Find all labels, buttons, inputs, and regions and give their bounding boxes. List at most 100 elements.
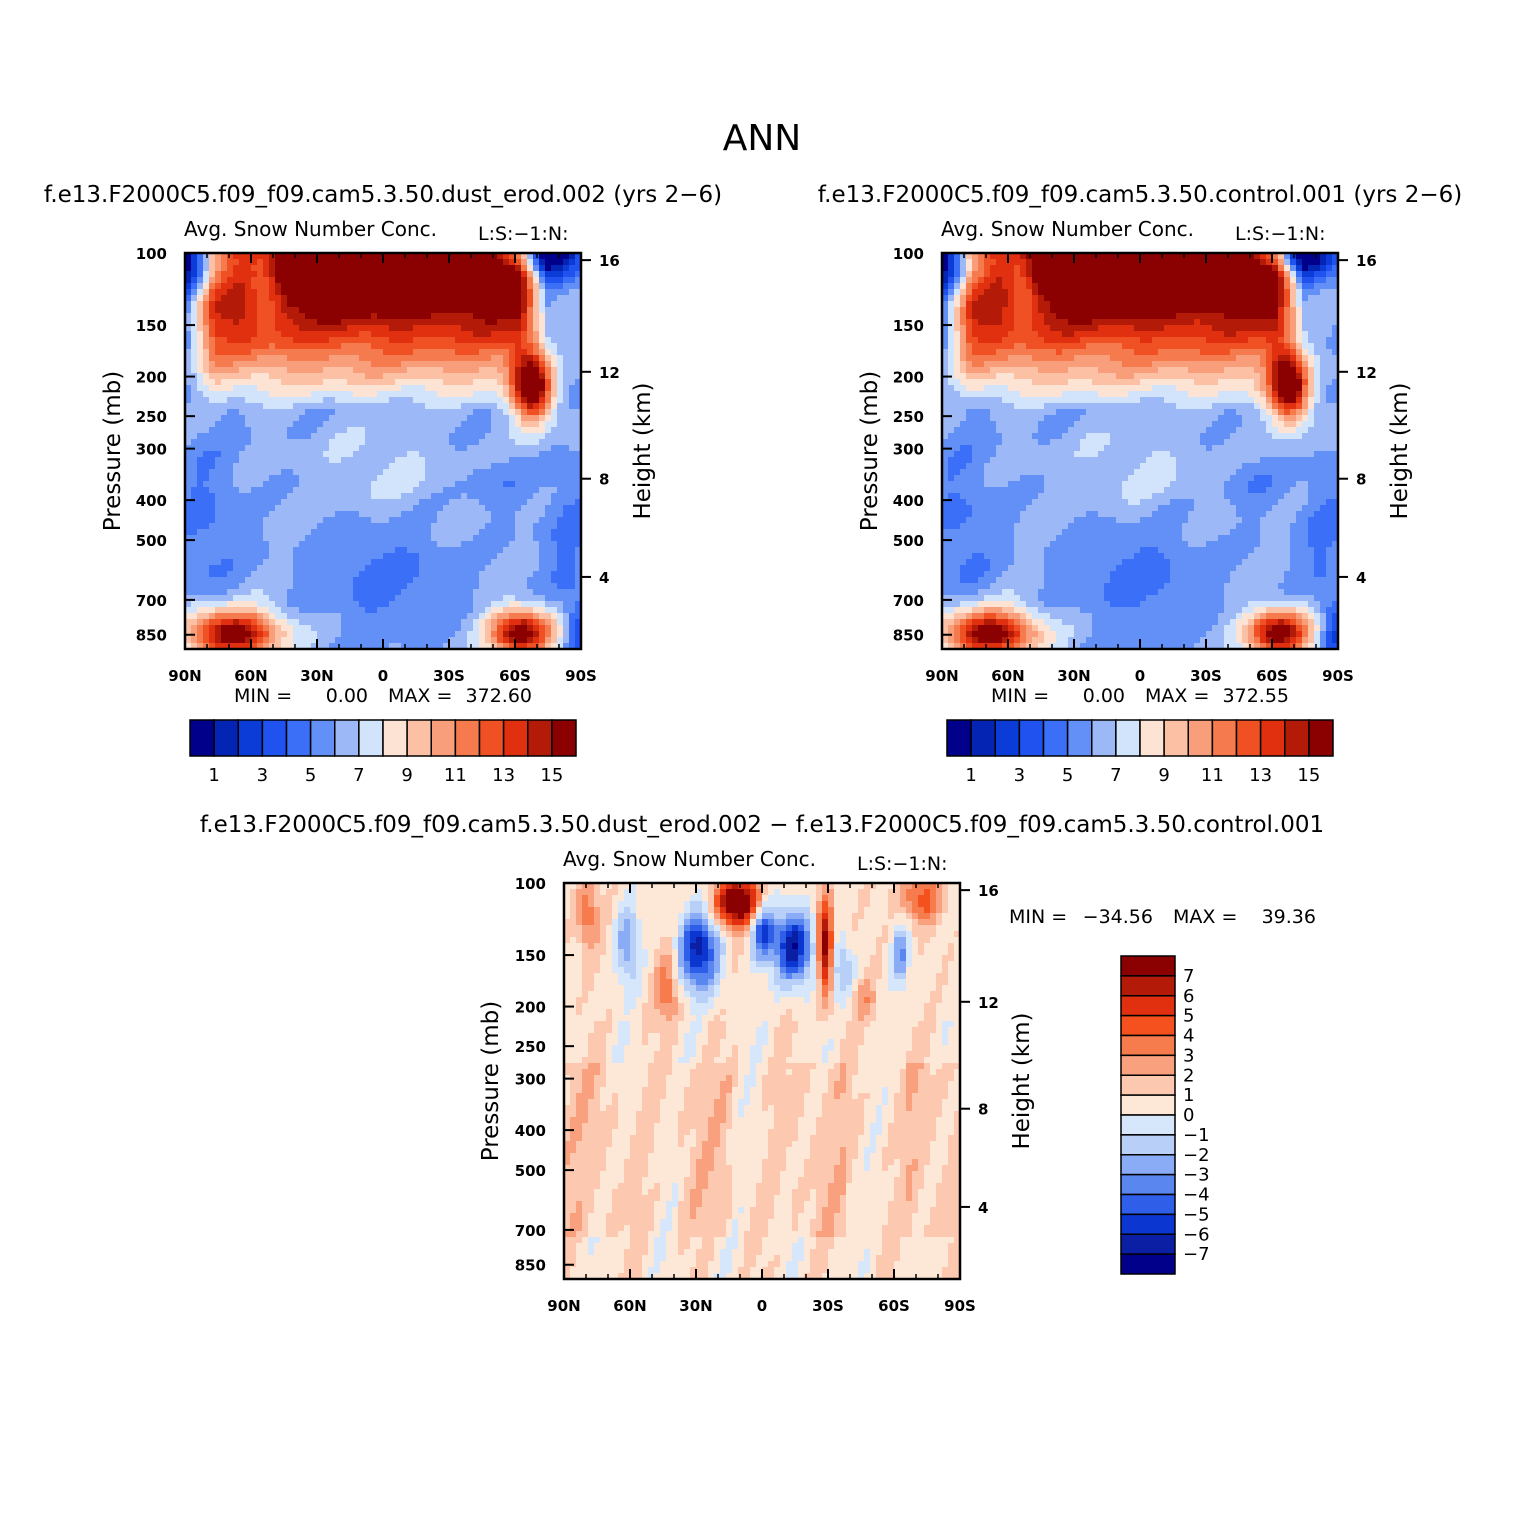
contour-cell (263, 409, 270, 416)
contour-cell (269, 511, 276, 518)
contour-cell (335, 379, 342, 386)
contour-cell (245, 619, 252, 626)
contour-cell (311, 529, 318, 536)
contour-cell (251, 355, 258, 362)
contour-cell (305, 409, 312, 416)
contour-cell (395, 505, 402, 512)
contour-cell (1026, 295, 1033, 302)
contour-cell (197, 571, 204, 578)
contour-cell (569, 367, 576, 374)
contour-cell (251, 481, 258, 488)
contour-cell (557, 487, 564, 494)
contour-cell (485, 601, 492, 608)
contour-cell (461, 517, 468, 524)
contour-cell (539, 571, 546, 578)
contour-cell (485, 595, 492, 602)
x-tick-label: 60S (499, 667, 531, 685)
contour-cell (215, 589, 222, 596)
contour-cell (539, 463, 546, 470)
contour-cell (491, 637, 498, 644)
contour-cell (191, 259, 198, 266)
contour-cell (299, 451, 306, 458)
contour-cell (233, 397, 240, 404)
contour-cell (281, 529, 288, 536)
contour-cell (377, 631, 384, 638)
contour-cell (257, 607, 264, 614)
contour-cell (269, 583, 276, 590)
contour-cell (419, 295, 426, 302)
contour-cell (479, 439, 486, 446)
contour-cell (575, 337, 581, 344)
contour-cell (185, 253, 192, 260)
contour-cell (377, 541, 384, 548)
contour-cell (257, 265, 264, 272)
contour-cell (269, 397, 276, 404)
contour-cell (293, 463, 300, 470)
contour-cell (1008, 295, 1015, 302)
contour-cell (491, 559, 498, 566)
contour-cell (503, 277, 510, 284)
contour-cell (353, 493, 360, 500)
contour-cell (437, 571, 444, 578)
contour-cell (569, 391, 576, 398)
contour-cell (323, 277, 330, 284)
contour-cell (431, 409, 438, 416)
contour-cell (185, 289, 192, 296)
contour-cell (359, 595, 366, 602)
contour-cell (383, 577, 390, 584)
contour-cell (503, 295, 510, 302)
contour-cell (335, 637, 342, 644)
contour-cell (437, 595, 444, 602)
contour-cell (317, 517, 324, 524)
contour-cell (461, 637, 468, 644)
contour-cell (551, 637, 558, 644)
case-title: f.e13.F2000C5.f09_f09.cam5.3.50.dust_ero… (44, 182, 722, 208)
contour-cell (407, 559, 414, 566)
contour-cell (203, 463, 210, 470)
contour-cell (473, 361, 480, 368)
contour-cell (509, 253, 516, 260)
contour-cell (1200, 271, 1207, 278)
contour-cell (347, 355, 354, 362)
contour-cell (221, 529, 228, 536)
contour-cell (263, 613, 270, 620)
contour-cell (239, 487, 246, 494)
contour-cell (257, 325, 264, 332)
contour-cell (1248, 271, 1255, 278)
contour-cell (245, 547, 252, 554)
contour-cell (341, 379, 348, 386)
contour-cell (239, 331, 246, 338)
contour-cell (257, 421, 264, 428)
contour-cell (227, 313, 234, 320)
contour-cell (1044, 289, 1051, 296)
contour-cell (215, 253, 222, 260)
contour-cell (341, 343, 348, 350)
contour-cell (245, 301, 252, 308)
contour-cell (323, 367, 330, 374)
contour-cell (491, 499, 498, 506)
contour-cell (491, 367, 498, 374)
contour-cell (419, 547, 426, 554)
contour-cell (323, 643, 330, 649)
contour-cell (455, 499, 462, 506)
contour-cell (467, 511, 474, 518)
contour-cell (215, 595, 222, 602)
contour-cell (1200, 283, 1207, 290)
contour-cell (299, 637, 306, 644)
contour-cell (203, 487, 210, 494)
contour-cell (185, 601, 192, 608)
contour-cell (239, 295, 246, 302)
contour-cell (521, 571, 528, 578)
contour-cell (1002, 283, 1009, 290)
contour-cell (365, 505, 372, 512)
contour-cell (431, 619, 438, 626)
contour-cell (966, 277, 973, 284)
contour-cell (389, 421, 396, 428)
contour-cell (509, 643, 516, 649)
contour-cell (509, 589, 516, 596)
contour-cell (371, 625, 378, 632)
colorbar-swatch (334, 719, 360, 757)
contour-cell (299, 499, 306, 506)
contour-cell (521, 385, 528, 392)
contour-cell (239, 559, 246, 566)
